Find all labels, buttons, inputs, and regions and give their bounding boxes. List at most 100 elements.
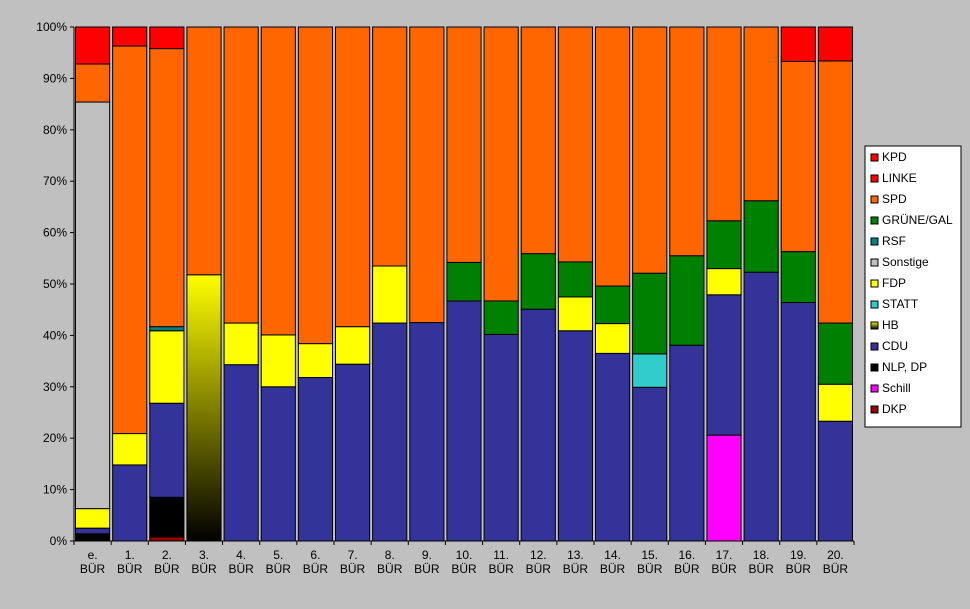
bar-segment: FDP: 6.1 xyxy=(112,433,148,466)
bar-segment: CDU: 31.8 xyxy=(297,377,334,542)
legend-label: HB xyxy=(882,318,899,332)
x-tick-label: 9. xyxy=(422,548,432,562)
x-tick-label: 6. xyxy=(310,548,320,562)
y-tick-label: 10% xyxy=(43,483,67,497)
bar-segment: CDU: 46.7 xyxy=(446,300,482,542)
bar-segment: CDU: 38.1 xyxy=(669,344,705,542)
x-tick-label: BÜR xyxy=(340,562,366,576)
bar-segment: FDP: 8.1 xyxy=(223,322,259,366)
x-tick-label: 5. xyxy=(273,548,283,562)
bar-segment: GRÜNE/GAL: 9.9 xyxy=(780,251,816,304)
bar-segment: NLP, DP: 1.4 xyxy=(74,533,111,542)
bar-segment: KPD: 7.2 xyxy=(74,26,111,65)
y-tick-label: 80% xyxy=(43,123,67,137)
y-tick-label: 20% xyxy=(43,431,67,445)
x-tick-label: BÜR xyxy=(823,562,849,576)
bar-segment: SPD: 54.1 xyxy=(149,48,185,328)
legend-swatch xyxy=(870,258,879,267)
bar-segment: CDU: 34.4 xyxy=(334,363,371,542)
y-tick-label: 100% xyxy=(36,20,67,34)
bar-segment: FDP: 11.1 xyxy=(372,265,408,324)
legend-swatch xyxy=(870,363,879,372)
legend-swatch xyxy=(870,279,879,288)
x-tick-label: 18. xyxy=(753,548,770,562)
x-tick-label: 10. xyxy=(456,548,473,562)
x-tick-label: 11. xyxy=(493,548,509,562)
bar-segment: KPD: 3.7 xyxy=(112,26,148,47)
x-tick-label: 20. xyxy=(827,548,844,562)
x-tick-label: 16. xyxy=(679,548,696,562)
bar-segment: FDP: 7.2 xyxy=(817,383,854,422)
x-tick-label: BÜR xyxy=(488,562,514,576)
legend-label: LINKE xyxy=(882,171,917,185)
legend-label: NLP, DP xyxy=(882,360,927,374)
legend-label: FDP xyxy=(882,276,906,290)
x-tick-label: BÜR xyxy=(711,562,737,576)
bar-segment: GRÜNE/GAL: 6.5 xyxy=(483,300,519,335)
x-tick-label: BÜR xyxy=(786,562,812,576)
bar-segment: SPD: 37.7 xyxy=(706,26,742,222)
bar-segment: SPD: 50.4 xyxy=(594,26,631,287)
bar-segment: CDU: 1.1 xyxy=(74,527,111,535)
x-tick-label: BÜR xyxy=(600,562,626,576)
x-tick-label: 7. xyxy=(348,548,358,562)
bar-segment: CDU: 45.1 xyxy=(520,308,556,542)
bar-segment: FDP: 5.1 xyxy=(706,268,742,296)
bar-segment: GRÜNE/GAL: 13.9 xyxy=(743,200,779,273)
bar-segment: NLP, DP: 7.7 xyxy=(149,496,185,538)
bar-segment: GRÜNE/GAL: 7.3 xyxy=(594,285,631,325)
x-tick-label: 17. xyxy=(716,548,733,562)
legend-swatch xyxy=(870,174,879,183)
bar-segment: FDP: 6.6 xyxy=(557,296,594,332)
bar-segment: SPD: 75.4 xyxy=(112,45,148,435)
y-tick-label: 40% xyxy=(43,328,67,342)
bar-segment: HB: 51.8 xyxy=(186,274,222,542)
bar-segment: SPD: 45.7 xyxy=(557,26,594,263)
x-tick-label: BÜR xyxy=(117,562,143,576)
legend-swatch xyxy=(870,342,879,351)
y-tick-label: 60% xyxy=(43,226,67,240)
bar-segment: FDP: 10.1 xyxy=(260,334,296,388)
bar-segment: CDU: 42.4 xyxy=(372,322,408,542)
bar-segment: FDP: 3.8 xyxy=(74,508,111,529)
bars-group: NLP, DP: 1.4CDU: 1.1FDP: 3.8Sonstige: 79… xyxy=(74,26,854,542)
legend-swatch xyxy=(870,321,879,330)
x-tick-label: 13. xyxy=(567,548,584,562)
legend-label: GRÜNE/GAL xyxy=(882,213,953,227)
x-tick-label: 14. xyxy=(604,548,621,562)
bar-segment: GRÜNE/GAL: 10.8 xyxy=(520,253,556,310)
legend-swatch xyxy=(870,153,879,162)
bar-segment: CDU: 30 xyxy=(260,386,296,542)
x-tick-label: BÜR xyxy=(563,562,589,576)
legend-swatch xyxy=(870,216,879,225)
x-tick-label: e. xyxy=(88,548,98,562)
legend-label: STATT xyxy=(882,297,919,311)
bar-segment: GRÜNE/GAL: 17.4 xyxy=(669,255,705,346)
x-tick-label: 1. xyxy=(125,548,135,562)
bar-segment: DKP: 0.8 xyxy=(149,536,185,542)
bar-segment: SPD: 53.3 xyxy=(483,26,519,302)
bar-segment: SPD: 44.5 xyxy=(669,26,705,257)
bar-segment: GRÜNE/GAL: 15.7 xyxy=(632,272,668,355)
legend-box xyxy=(864,145,962,428)
legend-swatch xyxy=(870,237,879,246)
bar-segment: Sonstige: 79.1 xyxy=(74,101,111,510)
legend-label: RSF xyxy=(882,234,906,248)
bar-segment: SPD: 37 xyxy=(780,60,816,253)
bar-segment: SPD: 58.3 xyxy=(334,26,371,328)
axes-group: 0%10%20%30%40%50%60%70%80%90%100%e.BÜR1.… xyxy=(36,20,855,576)
legend-label: SPD xyxy=(882,192,907,206)
bar-segment: FDP: 5.8 xyxy=(594,323,631,354)
bar-segment: CDU: 46.4 xyxy=(780,302,816,542)
bar-segment: SPD: 51 xyxy=(817,60,854,324)
bar-segment: FDP: 7.3 xyxy=(334,326,371,365)
bar-segment: SPD: 45.8 xyxy=(446,26,482,263)
bar-segment: GRÜNE/GAL: 6.8 xyxy=(557,261,594,298)
bar-segment: CDU: 40.9 xyxy=(557,330,594,542)
bar-segment: SPD: 57.6 xyxy=(223,26,259,324)
bar-segment: SPD: 48.2 xyxy=(186,26,222,276)
bar-segment: CDU: 27.3 xyxy=(706,294,742,436)
x-tick-label: 2. xyxy=(162,548,172,562)
legend-label: KPD xyxy=(882,150,907,164)
